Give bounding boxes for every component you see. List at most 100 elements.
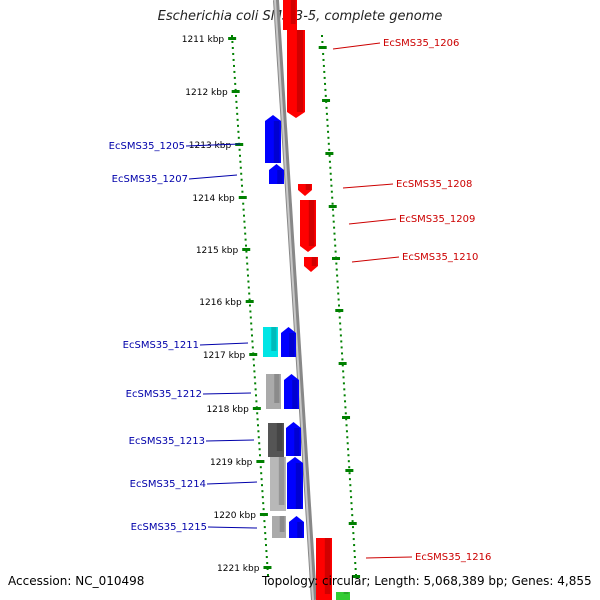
tick-dot xyxy=(260,472,263,475)
feature-body xyxy=(263,327,278,357)
tick-dot xyxy=(342,370,345,373)
gene-label: EcSMS35_1205 xyxy=(109,141,185,152)
feature-shade xyxy=(292,380,298,409)
tick-dot xyxy=(342,376,345,379)
gene-label: EcSMS35_1211 xyxy=(123,340,199,351)
gene-EcSMS35_1216 xyxy=(316,538,332,600)
gene-label: EcSMS35_1213 xyxy=(129,436,205,447)
tick-dot xyxy=(241,190,244,193)
tick-dot xyxy=(253,376,256,379)
tick-dot xyxy=(254,388,257,391)
tick-dot xyxy=(330,190,333,193)
tick-dot xyxy=(245,244,247,247)
tick-dot xyxy=(326,124,329,127)
tick-dot xyxy=(234,88,237,91)
tick-dot xyxy=(258,448,261,451)
tick-dot xyxy=(331,196,334,199)
accession-label: Accession: NC_010498 xyxy=(8,574,145,588)
tick-dot xyxy=(339,322,342,325)
tick-dot xyxy=(237,124,239,127)
tick-label: 1214 kbp xyxy=(192,194,235,204)
gene-EcSMS35_1205 xyxy=(265,115,281,163)
tick-dot xyxy=(346,436,349,439)
tick-mark xyxy=(249,353,258,356)
tick-dot xyxy=(322,52,325,55)
feature-body xyxy=(284,374,299,409)
tick-dot xyxy=(250,322,253,325)
tick-dot xyxy=(245,250,248,253)
tick-mark xyxy=(318,46,327,49)
tick-mark xyxy=(231,90,240,93)
gene-EcSMS35_1214 xyxy=(287,457,303,509)
gene-label-leader xyxy=(348,218,397,225)
tick-dot xyxy=(239,160,242,163)
tick-dot xyxy=(247,274,249,277)
backbone-line xyxy=(273,0,317,600)
tick-label: 1218 kbp xyxy=(206,405,249,415)
tick-dot xyxy=(351,514,354,517)
tick-dot xyxy=(261,484,263,487)
tick-dot xyxy=(232,52,235,55)
tick-dot xyxy=(333,238,336,241)
tick-dot xyxy=(353,556,356,559)
gene-EcSMS35_1215 xyxy=(289,516,304,538)
tick-label: 1211 kbp xyxy=(182,35,225,45)
tick-dot xyxy=(236,118,239,121)
tick-dot xyxy=(244,238,247,241)
feature-body xyxy=(287,457,303,509)
feature-body xyxy=(300,200,316,252)
tick-dot xyxy=(334,244,337,247)
tick-dot xyxy=(233,70,236,73)
tick-mark xyxy=(242,248,251,251)
tick-dot xyxy=(324,88,327,91)
tick-mark xyxy=(345,469,354,472)
tick-dot xyxy=(265,544,267,547)
light-gray-feature xyxy=(270,457,286,511)
green-feature xyxy=(336,592,350,600)
tick-dot xyxy=(347,448,350,451)
tick-dot xyxy=(251,340,254,343)
tick-dot xyxy=(252,358,255,361)
tick-dot xyxy=(335,262,338,265)
feature-body xyxy=(281,327,296,357)
gene-EcSMS35_1208 xyxy=(298,184,312,196)
feature-shade xyxy=(279,516,285,532)
tick-dot xyxy=(233,64,235,67)
tick-dot xyxy=(237,136,240,139)
tick-label: 1215 kbp xyxy=(196,246,239,256)
feature-shade xyxy=(277,170,283,184)
tick-dot xyxy=(341,364,344,367)
gene-label: EcSMS35_1215 xyxy=(131,522,207,533)
tick-dot xyxy=(262,502,265,505)
gene-label-leader xyxy=(206,481,258,485)
tick-dot xyxy=(337,292,340,295)
tick-dot xyxy=(329,172,332,175)
tick-dot xyxy=(325,106,328,109)
tick-dot xyxy=(351,520,354,523)
feature-body xyxy=(286,422,301,456)
backbone-highlight xyxy=(274,0,314,600)
tick-label: 1212 kbp xyxy=(185,88,228,98)
tick-dot xyxy=(343,394,346,397)
tick-dot xyxy=(248,292,251,295)
feature-body xyxy=(268,423,284,457)
tick-dot xyxy=(354,562,357,565)
tick-dot xyxy=(323,76,326,79)
tick-dot xyxy=(339,334,342,337)
tick-dot xyxy=(261,496,264,499)
tick-dot xyxy=(249,316,252,319)
tick-dot xyxy=(266,568,269,571)
tick-dot xyxy=(343,388,346,391)
tick-dot xyxy=(346,442,349,445)
tick-dot xyxy=(336,274,339,277)
tick-dot xyxy=(266,562,269,565)
tick-dot xyxy=(328,160,331,163)
tick-dot xyxy=(256,418,259,421)
tick-dot xyxy=(354,568,357,571)
tick-dot xyxy=(345,424,348,427)
tick-label: 1216 kbp xyxy=(199,298,242,308)
tick-dot xyxy=(240,178,243,181)
tick-dot xyxy=(334,250,337,253)
tick-dot xyxy=(350,508,353,511)
gene-EcSMS35_1211 xyxy=(281,327,296,357)
